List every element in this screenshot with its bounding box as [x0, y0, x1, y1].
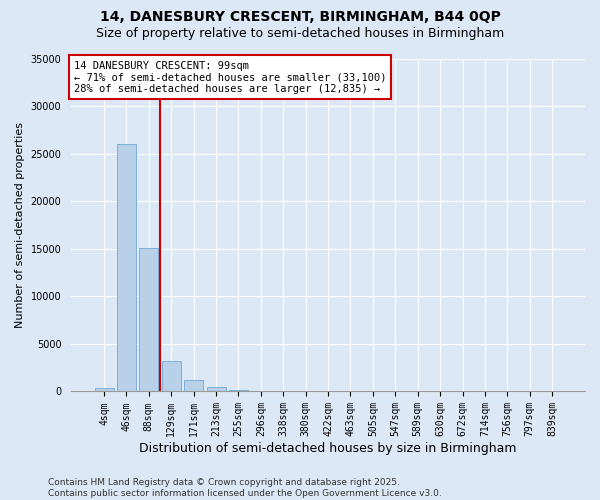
Text: Contains HM Land Registry data © Crown copyright and database right 2025.
Contai: Contains HM Land Registry data © Crown c…: [48, 478, 442, 498]
X-axis label: Distribution of semi-detached houses by size in Birmingham: Distribution of semi-detached houses by …: [139, 442, 517, 455]
Bar: [229, 390, 248, 392]
Bar: [139, 248, 158, 392]
Bar: [162, 361, 181, 392]
Bar: [95, 388, 113, 392]
Text: 14, DANESBURY CRESCENT, BIRMINGHAM, B44 0QP: 14, DANESBURY CRESCENT, BIRMINGHAM, B44 …: [100, 10, 500, 24]
Text: Size of property relative to semi-detached houses in Birmingham: Size of property relative to semi-detach…: [96, 28, 504, 40]
Bar: [184, 380, 203, 392]
Bar: [206, 387, 226, 392]
Y-axis label: Number of semi-detached properties: Number of semi-detached properties: [15, 122, 25, 328]
Bar: [117, 144, 136, 392]
Text: 14 DANESBURY CRESCENT: 99sqm
← 71% of semi-detached houses are smaller (33,100)
: 14 DANESBURY CRESCENT: 99sqm ← 71% of se…: [74, 60, 386, 94]
